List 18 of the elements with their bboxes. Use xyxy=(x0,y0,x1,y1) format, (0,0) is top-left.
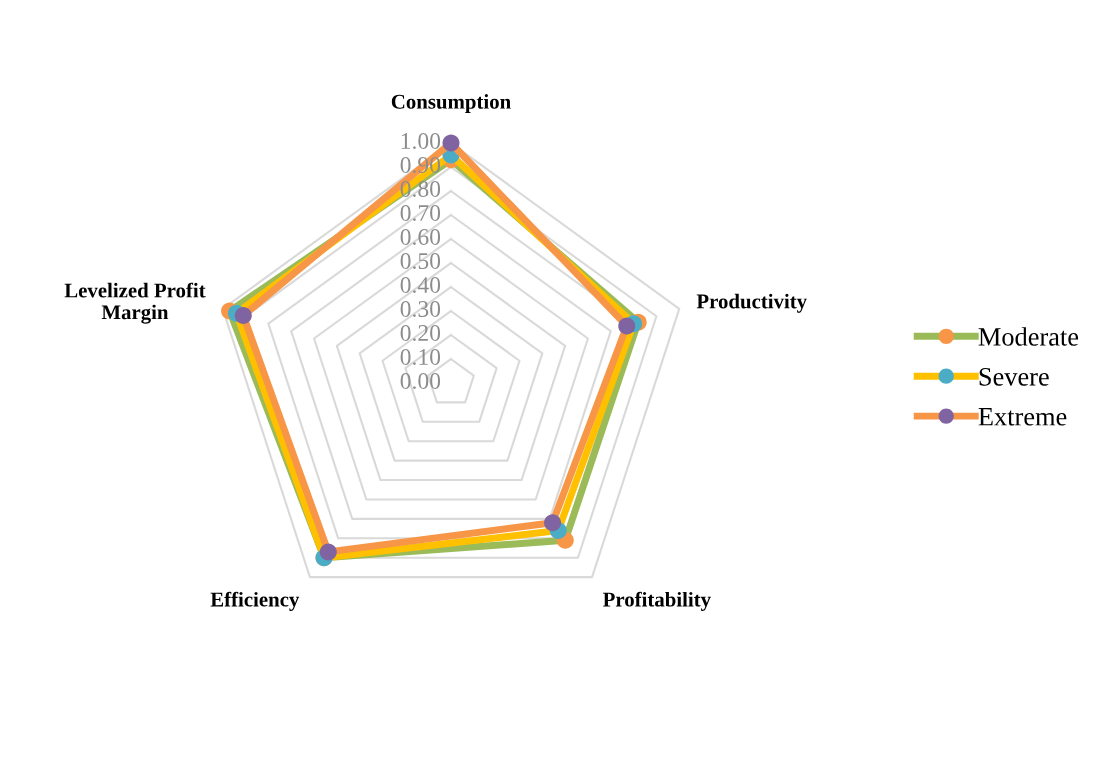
legend-label: Severe xyxy=(979,367,1049,386)
y-tick-label: 0.50 xyxy=(400,252,441,270)
y-tick-label: 0.30 xyxy=(400,300,441,318)
spoke-label: Consumption xyxy=(391,94,511,113)
y-tick-label: 0.40 xyxy=(400,276,441,294)
y-tick-label: 0.60 xyxy=(400,228,441,246)
y-tick-label: 0.70 xyxy=(400,204,441,222)
y-tick-label: 0.90 xyxy=(400,156,441,174)
spoke-label: Levelized Profit Margin xyxy=(64,282,206,324)
spoke-label: Efficiency xyxy=(210,591,300,611)
y-tick-label: 0.00 xyxy=(400,372,441,390)
legend-label: Extreme xyxy=(978,408,1067,426)
y-tick-label: 0.20 xyxy=(400,324,441,342)
legend-label: Moderate xyxy=(978,327,1079,346)
spoke-label: Productivity xyxy=(696,293,807,313)
y-tick-label: 0.10 xyxy=(400,348,441,366)
y-tick-label: 1.00 xyxy=(401,132,441,150)
spoke-label: Profitability xyxy=(603,591,711,611)
